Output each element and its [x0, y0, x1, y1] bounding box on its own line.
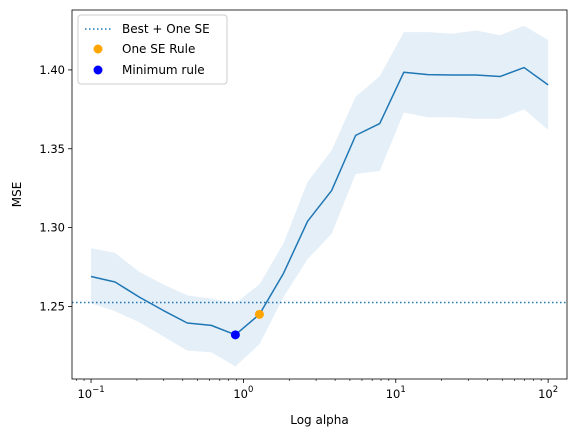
x-tick-label: 10−1: [77, 385, 104, 401]
y-tick-label: 1.35: [39, 142, 65, 156]
mse-line-layer: [90, 66, 549, 336]
legend-label-minimum-rule: Minimum rule: [122, 63, 205, 77]
y-tick-label: 1.40: [39, 63, 65, 77]
one-se-rule-point: [254, 309, 264, 319]
plot-frame: [71, 9, 568, 380]
y-tick-label: 1.30: [39, 221, 65, 235]
mse-series-line-0: [90, 66, 549, 336]
x-axis-label: Log alpha: [290, 413, 349, 427]
legend-box: [77, 14, 228, 85]
highlight-points-layer: [230, 309, 264, 340]
x-tick-label: 100: [233, 385, 253, 401]
legend-label-reference-line: Best + One SE: [122, 22, 210, 36]
x-tick-label: 101: [386, 385, 406, 401]
error-band-0: [91, 25, 549, 367]
minimum-rule-point: [230, 330, 240, 340]
x-tick-label: 102: [538, 385, 558, 401]
legend-label-one-se-rule: One SE Rule: [122, 42, 195, 56]
error-band-layer: [91, 25, 549, 367]
y-tick-label: 1.25: [39, 299, 65, 313]
legend: Best + One SE One SE Rule Minimum rule: [77, 14, 228, 85]
legend-one-se-rule-swatch: [93, 44, 103, 54]
legend-minimum-rule-swatch: [93, 65, 103, 75]
y-axis-label: MSE: [10, 182, 24, 208]
axis-ticks-layer: 10−1 100 101 102 1.25 1.30 1.35 1.40: [39, 63, 558, 401]
